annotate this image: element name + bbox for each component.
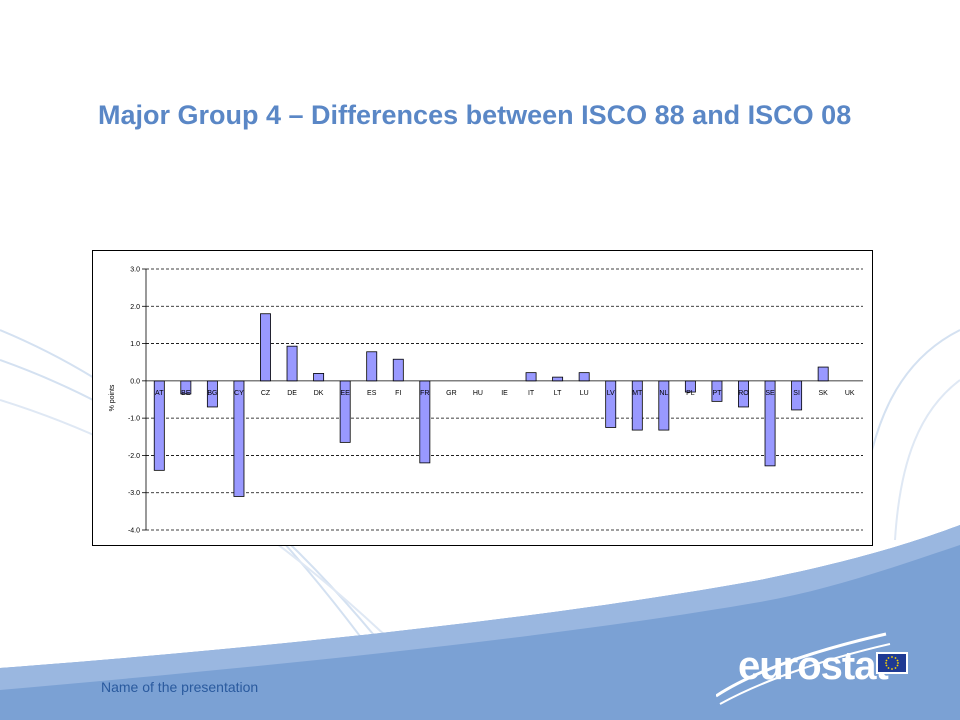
slide-title: Major Group 4 – Differences between ISCO…	[98, 100, 852, 130]
x-tick-label: GR	[446, 390, 457, 397]
y-tick-label: -1.0	[128, 416, 140, 423]
bar-chart: -4.0 -3.0 -2.0 -1.0 0.0 1.0 2.0 3.0 AT BE BG CY CZ DE…	[109, 267, 863, 535]
gridlines	[146, 268, 863, 531]
labels: -4.0 -3.0 -2.0 -1.0 0.0 1.0 2.0 3.0 AT BE BG CY CZ DE…	[128, 267, 855, 535]
footer-presentation-name: Name of the presentation	[101, 679, 259, 695]
bar-cy	[233, 380, 245, 497]
bar-fi	[392, 358, 404, 382]
bar-nl	[658, 380, 670, 431]
logo-text: eurostat	[738, 644, 889, 688]
y-tick-label: -3.0	[128, 490, 140, 497]
bar-dk	[313, 373, 325, 382]
x-tick-label: UK	[845, 390, 855, 397]
footer-band-highlight	[0, 525, 960, 690]
x-tick-label: SE	[765, 390, 775, 397]
y-tick-label: -2.0	[128, 453, 140, 460]
x-tick-label: LV	[607, 390, 615, 397]
x-tick-label: LT	[554, 390, 562, 397]
x-tick-label: HU	[473, 390, 483, 397]
x-tick-label: FR	[420, 390, 429, 397]
bar-lu	[578, 372, 590, 382]
x-tick-label: EE	[340, 390, 350, 397]
x-tick-label: PT	[712, 390, 722, 397]
x-tick-label: MT	[632, 390, 643, 397]
y-tick-label: 2.0	[130, 304, 140, 311]
eu-flag-icon	[876, 652, 908, 674]
y-tick-label: 3.0	[130, 267, 140, 274]
x-tick-label: DE	[287, 390, 297, 397]
bar-it	[525, 372, 537, 382]
x-tick-label: ES	[367, 390, 377, 397]
eurostat-logo: eurostat	[716, 630, 916, 708]
y-axis-label: % points	[109, 384, 116, 411]
bar-mt	[631, 380, 643, 431]
y-tick-label: -4.0	[128, 528, 140, 535]
x-tick-label: LU	[580, 390, 589, 397]
x-tick-label: CY	[234, 390, 244, 397]
bar-de	[286, 345, 298, 382]
axes	[142, 268, 863, 531]
x-tick-label: RO	[738, 390, 749, 397]
swoosh-line	[859, 329, 960, 521]
bar-lv	[605, 380, 617, 428]
x-tick-label: IE	[501, 390, 508, 397]
bar-cz	[260, 313, 271, 382]
x-tick-label: DK	[314, 390, 324, 397]
bars	[153, 313, 829, 497]
swoosh-line	[894, 379, 960, 541]
logo-swirl-icon	[716, 632, 891, 705]
chart-frame: -4.0 -3.0 -2.0 -1.0 0.0 1.0 2.0 3.0 AT BE BG CY CZ DE…	[92, 250, 873, 546]
x-tick-label: FI	[395, 390, 401, 397]
x-tick-label: CZ	[261, 390, 271, 397]
x-tick-label: IT	[528, 390, 535, 397]
y-tick-label: 1.0	[130, 341, 140, 348]
y-tick-label: 0.0	[130, 378, 140, 385]
x-tick-label: BG	[207, 390, 217, 397]
x-tick-label: SI	[793, 390, 800, 397]
bar-lt	[552, 376, 564, 382]
x-tick-label: NL	[659, 390, 668, 397]
x-tick-label: AT	[155, 390, 164, 397]
x-tick-label: PL	[686, 390, 695, 397]
x-tick-label: BE	[181, 390, 191, 397]
bar-es	[366, 351, 378, 382]
bar-sk	[817, 366, 829, 382]
x-tick-label: SK	[818, 390, 828, 397]
